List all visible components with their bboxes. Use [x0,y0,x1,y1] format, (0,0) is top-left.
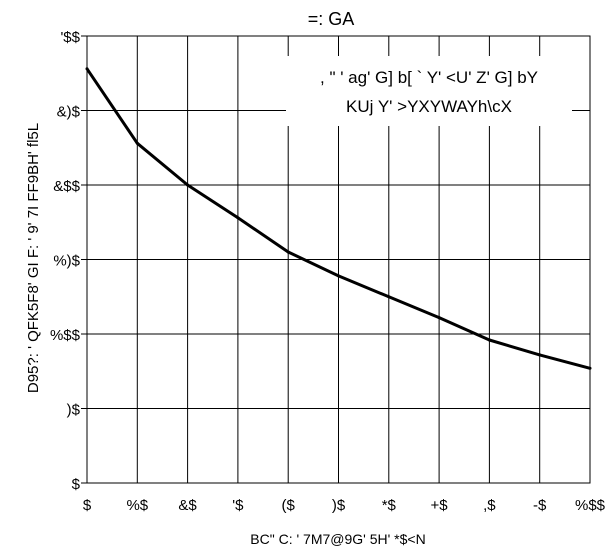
y-tick-label: '$$ [60,29,80,46]
annotation-box: , " ' ag' G] b[ ` Y' <U' Z' G] bY KUj Y'… [286,56,572,126]
chart-title: =: GA [308,9,355,29]
x-tick-label: +$ [431,497,449,514]
x-tick-label: *$ [382,497,397,514]
x-tick-label: %$ [126,497,148,514]
x-tick-label: ($ [282,497,296,514]
x-tick-label: &$ [178,497,197,514]
ticks: $ %$ &$ '$ ($ )$ *$ +$ ,$ -$ %$$ $ )$ %$$ %)$ &$$ &)$ '$$ [50,29,606,514]
y-tick-label: &)$ [57,104,81,121]
x-tick-label: -$ [533,497,547,514]
annotation-line-1: , " ' ag' G] b[ ` Y' <U' Z' G] bY [320,68,538,87]
data-point [85,67,89,71]
data-point [437,316,441,320]
data-point [588,366,592,370]
y-tick-label: %$$ [50,327,81,344]
x-tick-label: '$ [232,497,244,514]
data-point [538,353,542,357]
data-point [387,295,391,299]
data-point [487,338,491,342]
data-point [337,274,340,278]
y-tick-label: $ [72,476,81,493]
data-point [135,141,139,145]
y-axis-label: D95?: ' QFK5F8' GI F: ' 9' 7I FF9BH' fl5… [25,123,42,393]
data-point [286,250,290,254]
x-tick-label: %$$ [575,497,606,514]
x-tick-label: )$ [332,497,346,514]
y-tick-label: %)$ [53,253,80,270]
x-tick-label: $ [83,497,92,514]
series [85,67,592,370]
y-tick-label: &$$ [53,178,80,195]
data-point [236,216,240,220]
data-point [186,183,190,187]
x-tick-label: ,$ [483,497,496,514]
y-tick-label: )$ [67,402,81,419]
annotation-line-2: KUj Y' >YXYWAYh\cX [346,97,512,116]
x-axis-label: BC" C: ' 7M7@9G' 5H' *$<N [250,531,425,547]
